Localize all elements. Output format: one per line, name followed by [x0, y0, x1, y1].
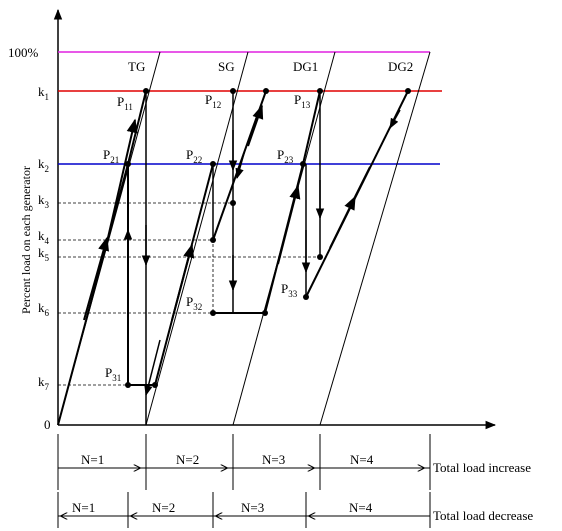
- point-label-p22: P22: [186, 147, 202, 165]
- increase-n3: N=3: [262, 452, 285, 467]
- decrease-n1: N=1: [72, 500, 95, 515]
- load-decrease-paths: [144, 109, 401, 397]
- load-increase-paths: [57, 90, 409, 426]
- decrease-label: Total load decrease: [433, 508, 533, 523]
- generator-label-dg2: DG2: [388, 59, 413, 74]
- generator-characteristics: [57, 51, 431, 426]
- point-label-p32: P32: [186, 294, 202, 312]
- tick-k1: k1: [38, 84, 49, 102]
- tick-k3: k3: [38, 192, 50, 210]
- increase-n1: N=1: [81, 452, 104, 467]
- tick-k4: k4: [38, 228, 50, 246]
- tick-origin: 0: [44, 417, 51, 432]
- point-label-p33: P33: [281, 281, 298, 299]
- point-label-p13: P13: [294, 92, 311, 110]
- decrease-n3: N=3: [241, 500, 264, 515]
- tick-100-percent: 100%: [8, 45, 39, 60]
- point-label-p23: P23: [277, 147, 294, 165]
- tick-k7: k7: [38, 374, 50, 392]
- point-label-p31: P31: [105, 365, 121, 383]
- increase-range-bar: [57, 434, 431, 490]
- generator-label-sg: SG: [218, 59, 235, 74]
- y-axis-title: Percent load on each generator: [19, 166, 33, 314]
- generator-label-tg: TG: [128, 59, 145, 74]
- point-label-p21: P21: [103, 147, 119, 165]
- operating-points: [125, 88, 411, 388]
- increase-n4: N=4: [350, 452, 374, 467]
- tick-k5: k5: [38, 245, 50, 263]
- tick-k6: k6: [38, 300, 50, 318]
- increase-n2: N=2: [176, 452, 199, 467]
- point-label-p12: P12: [205, 92, 221, 110]
- decrease-n4: N=4: [349, 500, 373, 515]
- decrease-range-bar: [57, 492, 431, 528]
- point-label-p11: P11: [117, 94, 133, 112]
- decrease-n2: N=2: [152, 500, 175, 515]
- increase-label: Total load increase: [433, 460, 531, 475]
- generator-label-dg1: DG1: [293, 59, 318, 74]
- tick-k2: k2: [38, 156, 49, 174]
